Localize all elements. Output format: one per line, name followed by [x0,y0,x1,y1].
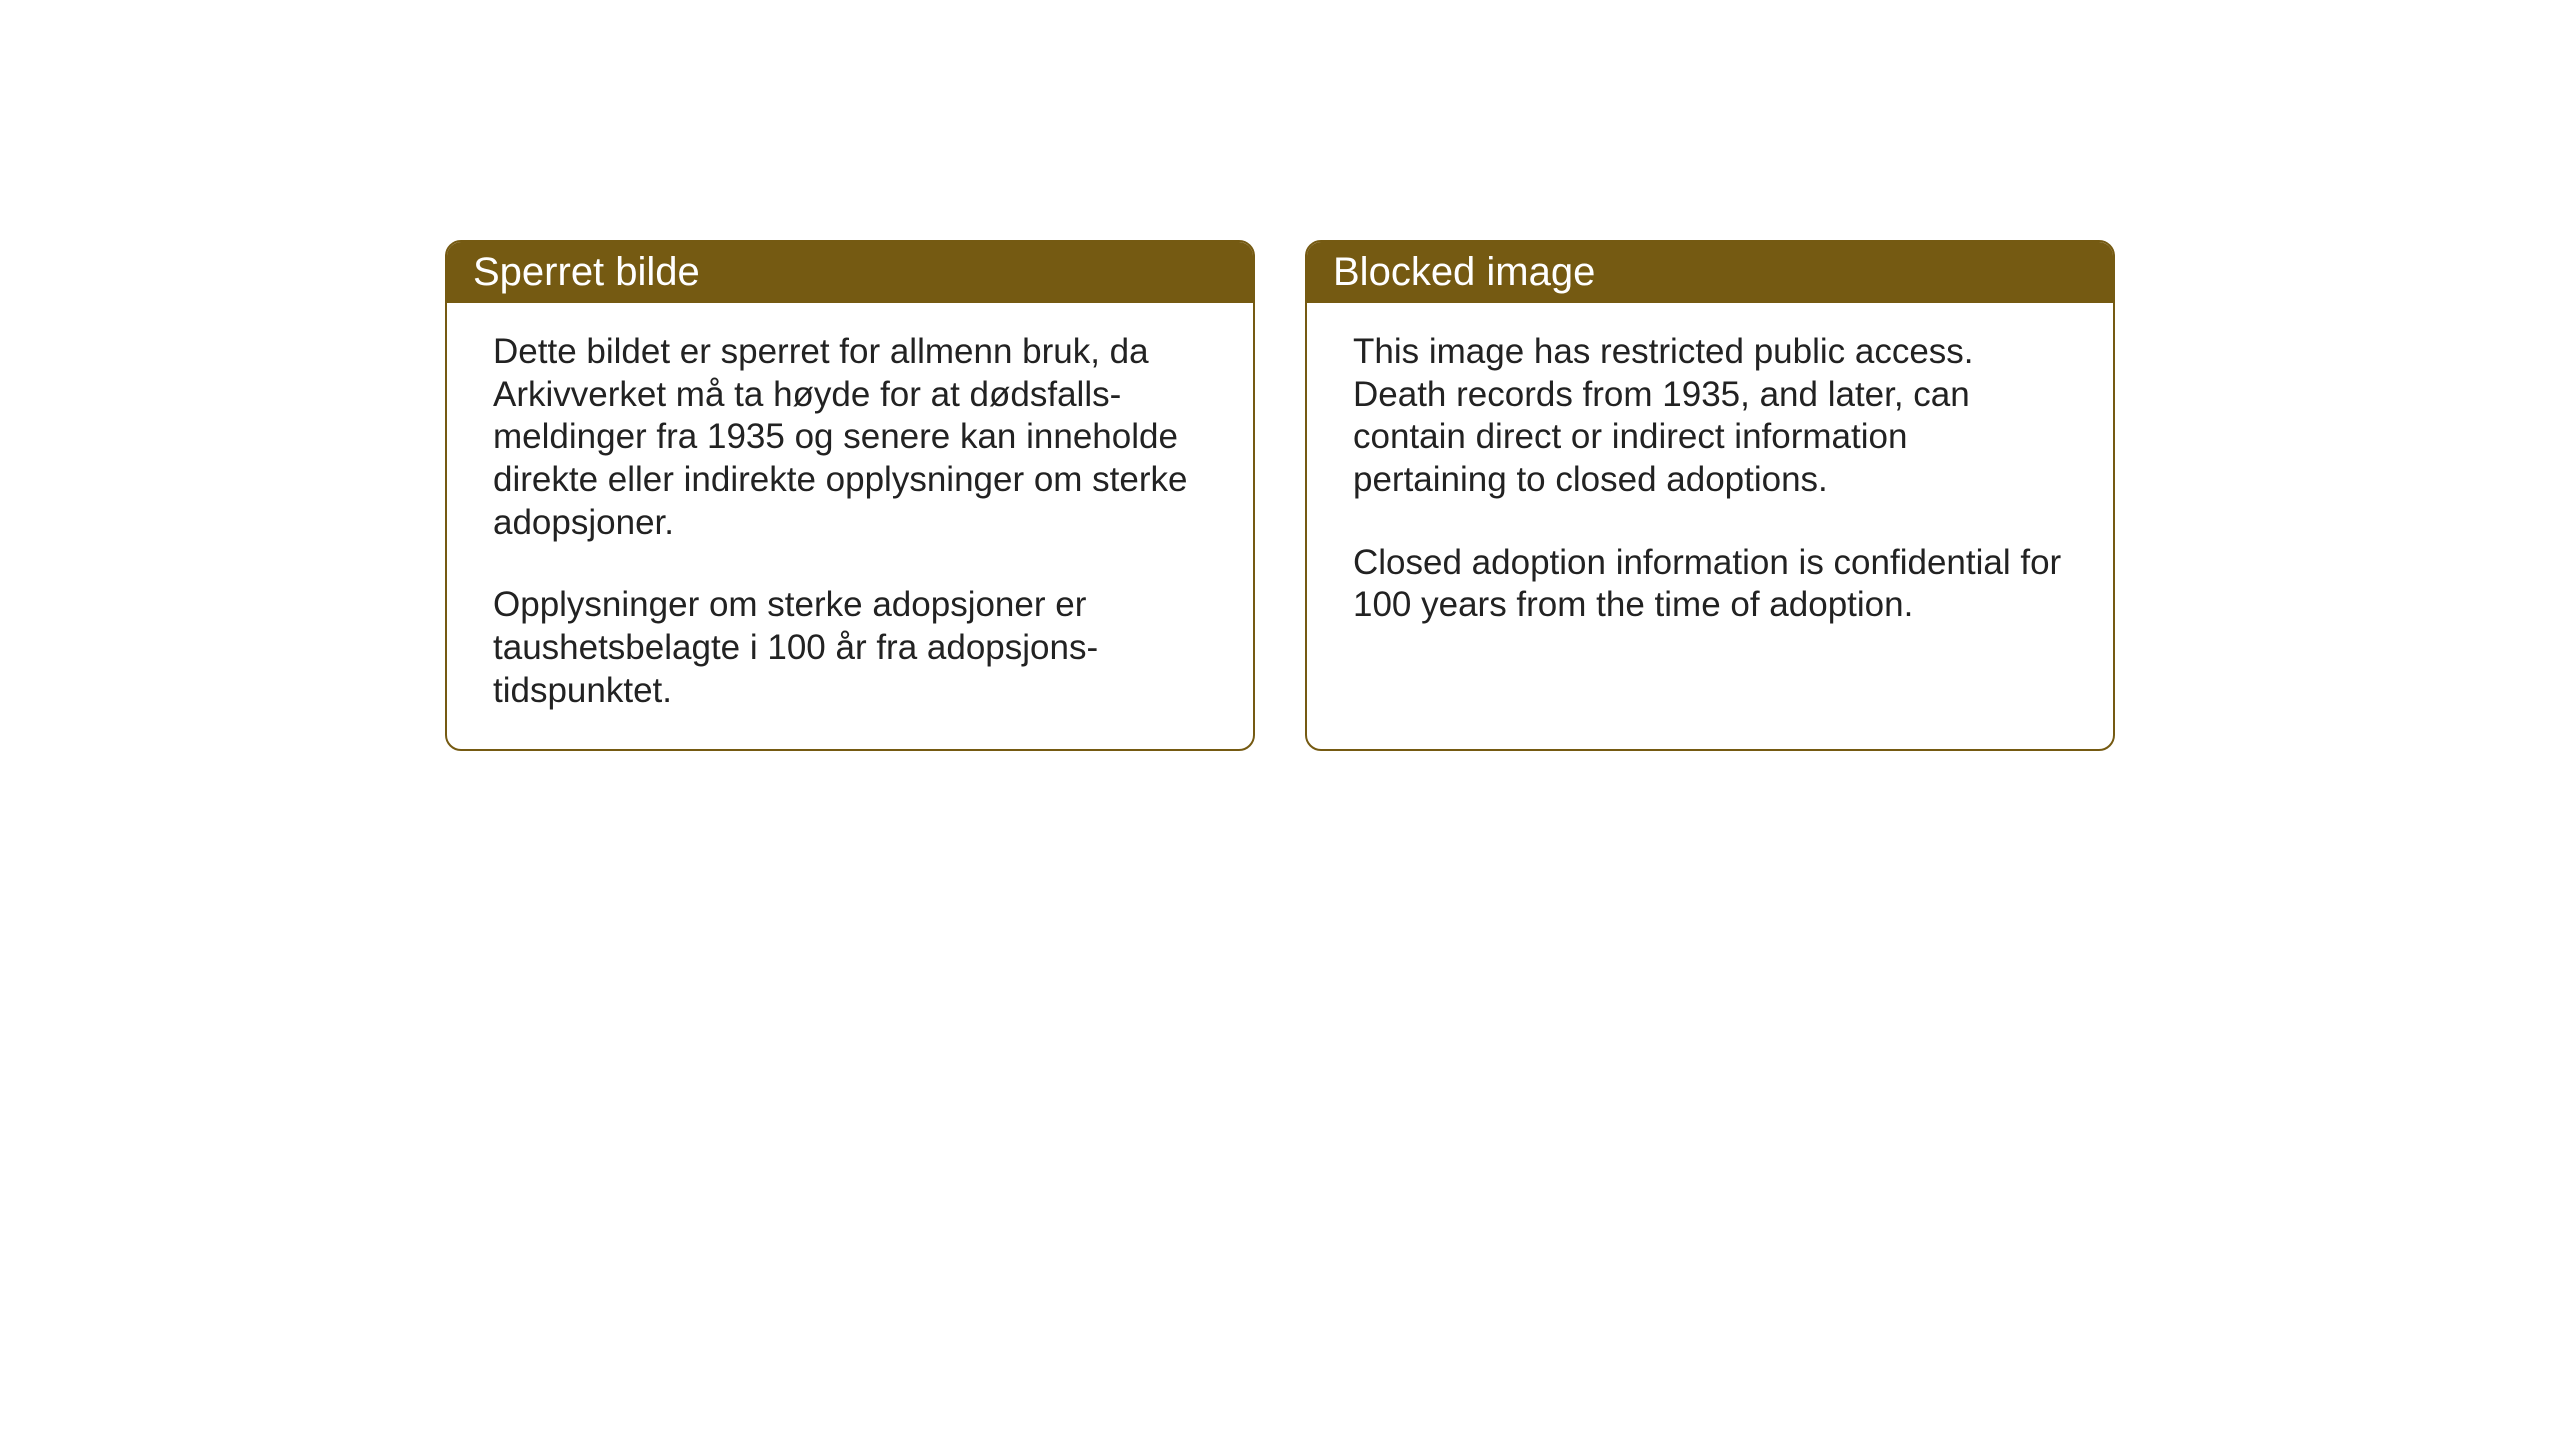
english-notice-card: Blocked image This image has restricted … [1305,240,2115,751]
norwegian-card-title: Sperret bilde [447,242,1253,303]
english-card-body: This image has restricted public access.… [1307,303,2113,723]
norwegian-card-body: Dette bildet er sperret for allmenn bruk… [447,303,1253,749]
english-card-title: Blocked image [1307,242,2113,303]
english-paragraph-1: This image has restricted public access.… [1353,331,2067,502]
norwegian-paragraph-2: Opplysninger om sterke adopsjoner er tau… [493,584,1207,712]
notice-cards-container: Sperret bilde Dette bildet er sperret fo… [445,240,2115,751]
english-paragraph-2: Closed adoption information is confident… [1353,542,2067,627]
norwegian-paragraph-1: Dette bildet er sperret for allmenn bruk… [493,331,1207,544]
norwegian-notice-card: Sperret bilde Dette bildet er sperret fo… [445,240,1255,751]
